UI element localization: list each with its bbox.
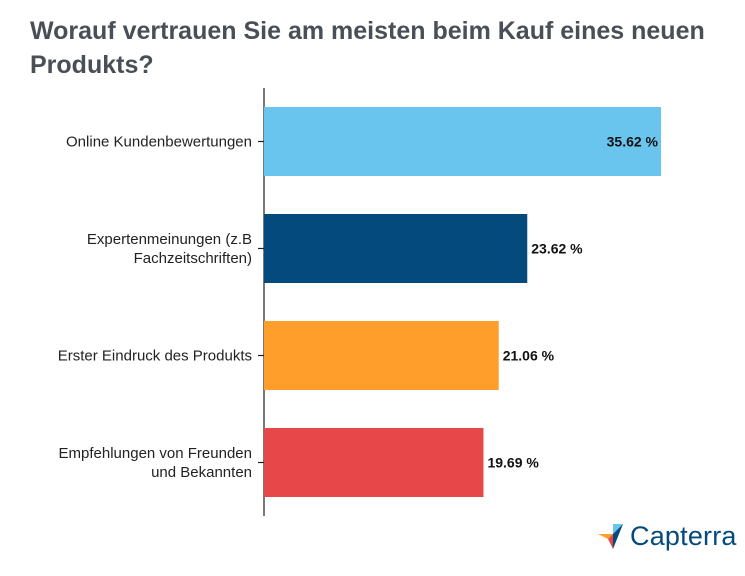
capterra-logo: Capterra <box>596 521 737 552</box>
category-label-2: Erster Eindruck des Produkts <box>58 348 252 365</box>
value-label-0: 35.62 % <box>607 134 659 150</box>
category-label-1: Expertenmeinungen (z.B Fachzeitschriften) <box>87 231 252 267</box>
bar-2 <box>264 321 499 390</box>
value-label-1: 23.62 % <box>531 241 583 257</box>
chart-title: Worauf vertrauen Sie am meisten beim Kau… <box>30 17 705 79</box>
capterra-logo-text: Capterra <box>630 521 737 551</box>
value-label-2: 21.06 % <box>503 348 555 364</box>
category-label-0: Online Kundenbewertungen <box>66 134 252 151</box>
bar-3 <box>264 428 484 497</box>
bar-0 <box>264 107 661 176</box>
bar-1 <box>264 214 528 283</box>
value-label-3: 19.69 % <box>487 455 539 471</box>
category-label-3: Empfehlungen von Freunden und Bekannten <box>59 445 252 481</box>
capterra-arrow-icon <box>598 523 623 549</box>
